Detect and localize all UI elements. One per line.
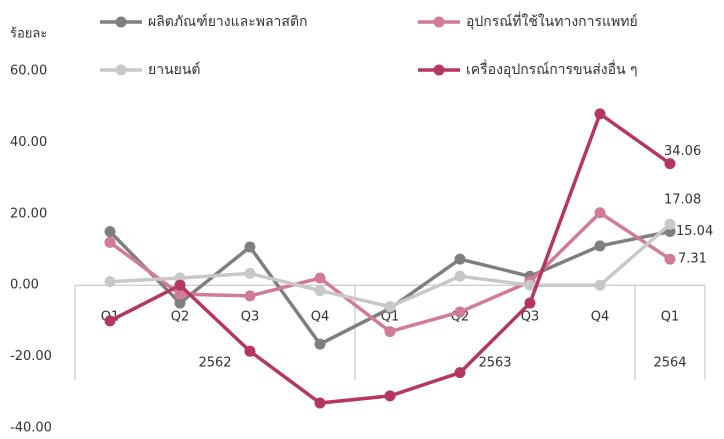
point — [594, 207, 606, 219]
point — [524, 297, 536, 309]
group-label: 2564 — [653, 356, 686, 371]
value-label: 15.04 — [676, 224, 713, 239]
point — [454, 306, 466, 318]
point — [104, 226, 116, 238]
point — [244, 267, 256, 279]
point — [174, 288, 186, 300]
series-line — [109, 111, 672, 405]
point — [104, 236, 116, 248]
point — [384, 390, 396, 402]
point — [314, 338, 326, 350]
point — [314, 285, 326, 297]
point — [524, 279, 536, 291]
y-tick-label: 20.00 — [10, 206, 47, 221]
group-label: 2562 — [198, 356, 231, 371]
point — [454, 253, 466, 265]
x-tick-label: Q4 — [591, 310, 610, 325]
point — [664, 158, 676, 170]
x-tick-label: Q1 — [381, 310, 400, 325]
point — [454, 367, 466, 379]
x-tick-label: Q2 — [171, 310, 190, 325]
legend-marker — [115, 16, 127, 28]
point — [104, 276, 116, 288]
y-tick-label: -40.00 — [10, 421, 52, 436]
point — [244, 241, 256, 253]
legend-marker — [433, 16, 445, 28]
legend-label: ยานยนต์ — [148, 61, 201, 78]
point — [244, 345, 256, 357]
point — [384, 326, 396, 338]
y-tick-label: 60.00 — [10, 64, 47, 79]
y-tick-label: 0.00 — [10, 278, 39, 293]
point — [174, 297, 186, 309]
legend-label: อุปกรณ์ที่ใช้ในทางการแพทย์ — [466, 12, 638, 30]
point — [174, 279, 186, 291]
point — [244, 290, 256, 302]
legend-label: ผลิตภัณฑ์ยางและพลาสติก — [148, 13, 308, 30]
x-tick-label: Q3 — [241, 310, 260, 325]
point — [454, 270, 466, 282]
x-tick-label: Q1 — [661, 310, 680, 325]
legend-marker — [115, 64, 127, 76]
legend-marker — [433, 64, 445, 76]
point — [664, 253, 676, 265]
point — [664, 218, 676, 230]
point — [314, 272, 326, 284]
group-label: 2563 — [478, 356, 511, 371]
point — [594, 240, 606, 252]
point — [384, 301, 396, 313]
legend-label: เครื่องอุปกรณ์การขนส่งอื่น ๆ — [466, 60, 638, 78]
x-tick-label: Q4 — [311, 310, 330, 325]
point — [314, 397, 326, 409]
point — [104, 315, 116, 327]
value-label: 17.08 — [664, 193, 701, 208]
x-tick-label: Q3 — [521, 310, 540, 325]
point — [594, 279, 606, 291]
y-tick-label: 40.00 — [10, 135, 47, 150]
value-label: 34.06 — [664, 144, 701, 159]
value-label: 7.31 — [678, 252, 707, 267]
point — [594, 108, 606, 120]
y-tick-label: -20.00 — [10, 349, 52, 364]
y-axis-label: ร้อยละ — [10, 27, 47, 42]
